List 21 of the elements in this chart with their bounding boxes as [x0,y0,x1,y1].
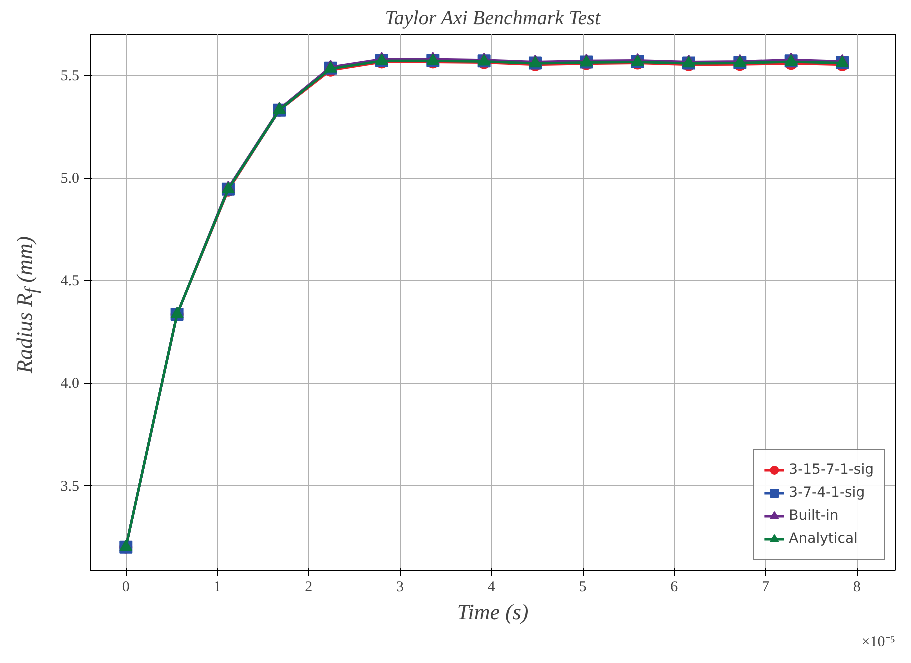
x-tick-label: 1 [214,580,222,596]
x-tick-label: 0 [122,580,130,596]
legend-label: Built-in [789,508,839,524]
x-tick-label: 8 [853,580,861,596]
x-tick-label: 7 [762,580,770,596]
y-tick-label: 3.5 [60,478,80,495]
y-tick-label: 5.5 [60,68,80,85]
y-tick-label: 4.5 [60,274,80,290]
legend-label: Analytical [789,531,858,547]
y-tick-label: 4.0 [60,376,80,392]
x-tick-label: 5 [579,580,587,596]
x-tick-label: 4 [488,580,496,596]
x-tick-label: 3 [396,580,404,596]
x-tick-label: 2 [305,580,313,596]
chart-title: Taylor Axi Benchmark Test [385,8,601,30]
x-axis-title: Time (s) [457,600,529,624]
legend-label: 3-15-7-1-sig [789,462,874,478]
x-tick-label: 6 [670,580,679,596]
y-tick-label: 5.0 [60,171,80,188]
text: ×10⁻⁵ [862,634,896,650]
legend-label: 3-7-4-1-sig [789,485,866,501]
